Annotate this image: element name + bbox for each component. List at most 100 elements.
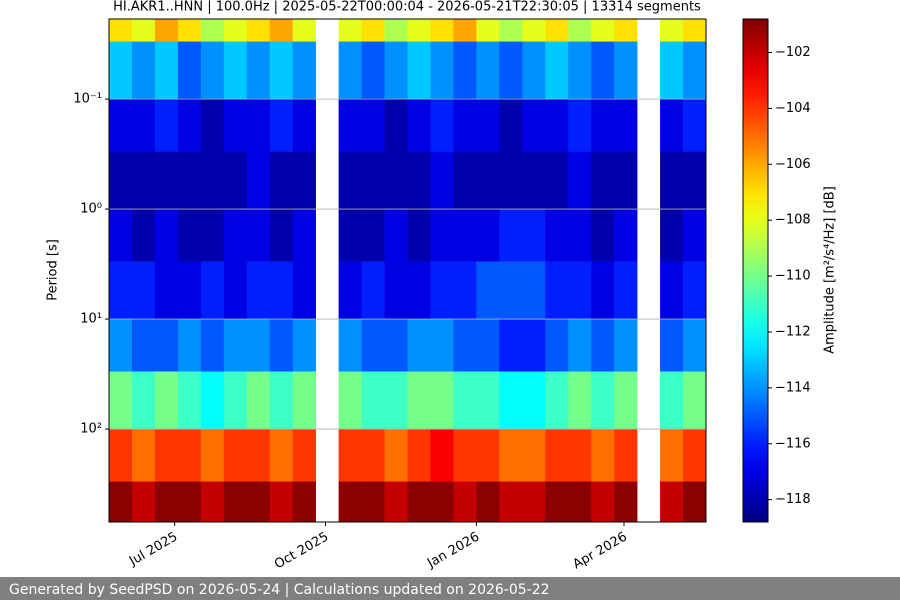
heatmap-cell: [292, 261, 316, 320]
heatmap-cell: [591, 209, 615, 262]
heatmap-cell: [292, 99, 316, 152]
heatmap-cell: [246, 99, 271, 152]
heatmap-cell: [384, 429, 408, 482]
heatmap-cell: [292, 319, 316, 372]
heatmap-cell: [545, 41, 569, 100]
heatmap-cell: [223, 371, 248, 430]
heatmap: [109, 19, 707, 523]
heatmap-cell: [246, 41, 271, 100]
heatmap-cell: [223, 41, 248, 100]
heatmap-cell: [384, 209, 408, 262]
heatmap-cell: [545, 261, 569, 320]
heatmap-cell: [430, 41, 454, 100]
heatmap-cell: [476, 151, 500, 210]
heatmap-cell: [154, 481, 179, 523]
heatmap-cell: [660, 41, 684, 100]
heatmap-cell: [223, 481, 248, 523]
heatmap-cell: [522, 371, 546, 430]
heatmap-cell: [269, 41, 293, 100]
heatmap-cell: [683, 151, 707, 210]
heatmap-cell: [476, 209, 500, 262]
heatmap-cell: [568, 261, 592, 320]
heatmap-cell: [109, 41, 133, 100]
heatmap-cell: [200, 261, 225, 320]
heatmap-cell: [131, 371, 156, 430]
colorbar-tick-label: −102: [775, 45, 811, 60]
heatmap-cell: [361, 261, 385, 320]
colorbar-tick-label: −114: [775, 380, 811, 395]
heatmap-cell: [591, 151, 615, 210]
heatmap-cell: [154, 151, 179, 210]
heatmap-cell: [338, 19, 362, 42]
heatmap-cell: [269, 481, 293, 523]
heatmap-cell: [200, 41, 225, 100]
heatmap-cell: [177, 99, 202, 152]
heatmap-cell: [591, 261, 615, 320]
heatmap-cell: [246, 261, 271, 320]
heatmap-cell: [154, 261, 179, 320]
heatmap-cell: [154, 429, 179, 482]
heatmap-cell: [430, 261, 454, 320]
heatmap-cell: [361, 481, 385, 523]
heatmap-cell: [384, 481, 408, 523]
heatmap-cell: [269, 99, 293, 152]
heatmap-cell: [614, 19, 638, 42]
heatmap-cell: [269, 261, 293, 320]
heatmap-cell: [660, 19, 684, 42]
heatmap-cell: [200, 209, 225, 262]
heatmap-cell: [568, 429, 592, 482]
heatmap-cell: [407, 481, 431, 523]
heatmap-cell: [292, 151, 316, 210]
heatmap-cell: [109, 261, 133, 320]
heatmap-cell: [109, 319, 133, 372]
heatmap-cell: [131, 19, 156, 42]
heatmap-cell: [131, 151, 156, 210]
heatmap-cell: [430, 151, 454, 210]
colorbar-tick-label: −118: [775, 492, 811, 507]
heatmap-cell: [545, 319, 569, 372]
heatmap-cell: [292, 481, 316, 523]
heatmap-cell: [591, 319, 615, 372]
heatmap-cell: [200, 319, 225, 372]
heatmap-cell: [177, 319, 202, 372]
heatmap-cell: [154, 99, 179, 152]
heatmap-cell: [246, 371, 271, 430]
heatmap-cell: [591, 41, 615, 100]
footer-text: Generated by SeedPSD on 2026-05-24 | Cal…: [9, 582, 550, 598]
heatmap-cell: [338, 371, 362, 430]
heatmap-cell: [453, 261, 477, 320]
heatmap-cell: [292, 209, 316, 262]
heatmap-cell: [269, 319, 293, 372]
heatmap-cell: [430, 19, 454, 42]
heatmap-cell: [361, 19, 385, 42]
y-tick-label: 10⁻¹: [73, 92, 102, 107]
heatmap-cell: [545, 151, 569, 210]
heatmap-cell: [614, 151, 638, 210]
heatmap-cell: [660, 429, 684, 482]
heatmap-cell: [384, 151, 408, 210]
heatmap-cell: [430, 209, 454, 262]
heatmap-cell: [568, 371, 592, 430]
heatmap-cell: [522, 429, 546, 482]
heatmap-cell: [407, 261, 431, 320]
heatmap-cell: [660, 481, 684, 523]
heatmap-cell: [200, 481, 225, 523]
heatmap-cell: [246, 429, 271, 482]
x-tick-label: Apr 2026: [571, 530, 630, 573]
heatmap-cell: [522, 19, 546, 42]
heatmap-cell: [154, 371, 179, 430]
heatmap-cell: [269, 371, 293, 430]
y-tick-label: 10²: [80, 422, 102, 437]
heatmap-cell: [568, 19, 592, 42]
heatmap-cell: [499, 19, 523, 42]
heatmap-cell: [614, 41, 638, 100]
heatmap-cell: [154, 209, 179, 262]
heatmap-cell: [109, 19, 133, 42]
heatmap-cell: [154, 41, 179, 100]
heatmap-cell: [476, 481, 500, 523]
heatmap-cell: [591, 99, 615, 152]
heatmap-cell: [177, 41, 202, 100]
heatmap-cell: [131, 99, 156, 152]
heatmap-cell: [223, 261, 248, 320]
